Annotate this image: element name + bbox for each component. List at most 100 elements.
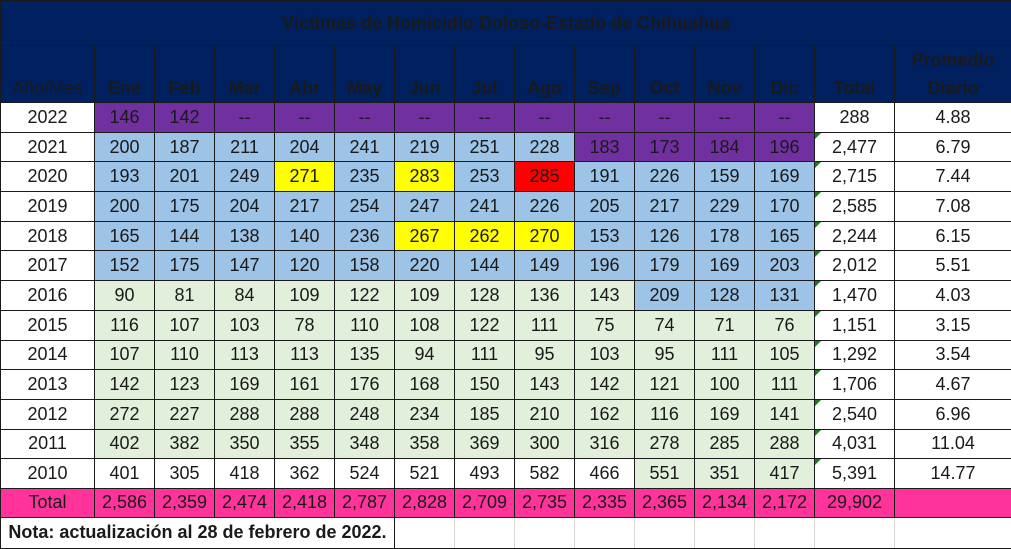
month-total-cell[interactable]: 2,172 [755, 488, 815, 517]
header-month-ene[interactable]: Ene [95, 46, 155, 103]
month-value-cell[interactable]: 178 [695, 221, 755, 251]
header-month-jun[interactable]: Jun [395, 46, 455, 103]
row-total-cell[interactable]: 2,477 [815, 132, 895, 162]
month-value-cell[interactable]: 123 [155, 370, 215, 400]
month-total-cell[interactable]: 2,586 [95, 488, 155, 517]
month-value-cell[interactable]: 111 [695, 340, 755, 370]
month-value-cell[interactable]: 288 [755, 429, 815, 459]
row-total-cell[interactable]: 1,151 [815, 310, 895, 340]
year-cell[interactable]: 2021 [1, 132, 95, 162]
year-cell[interactable]: 2011 [1, 429, 95, 459]
header-month-oct[interactable]: Oct [635, 46, 695, 103]
month-value-cell[interactable]: 169 [215, 370, 275, 400]
month-value-cell[interactable]: 228 [515, 132, 575, 162]
month-value-cell[interactable]: 169 [755, 162, 815, 192]
daily-average-cell[interactable]: 3.54 [895, 340, 1011, 370]
month-value-cell[interactable]: 305 [155, 459, 215, 489]
month-value-cell[interactable]: 210 [515, 399, 575, 429]
grand-total-cell[interactable]: 29,902 [815, 488, 895, 517]
month-value-cell[interactable]: 131 [755, 281, 815, 311]
month-value-cell[interactable]: -- [275, 103, 335, 133]
month-value-cell[interactable]: 253 [455, 162, 515, 192]
month-value-cell[interactable]: 211 [215, 132, 275, 162]
month-value-cell[interactable]: 142 [155, 103, 215, 133]
month-value-cell[interactable]: 90 [95, 281, 155, 311]
year-cell[interactable]: 2012 [1, 399, 95, 429]
month-value-cell[interactable]: 170 [755, 192, 815, 222]
row-total-cell[interactable]: 2,715 [815, 162, 895, 192]
month-value-cell[interactable]: 300 [515, 429, 575, 459]
row-total-cell[interactable]: 2,012 [815, 251, 895, 281]
row-total-cell[interactable]: 2,540 [815, 399, 895, 429]
month-value-cell[interactable]: 142 [575, 370, 635, 400]
month-value-cell[interactable]: 103 [215, 310, 275, 340]
month-value-cell[interactable]: 100 [695, 370, 755, 400]
month-value-cell[interactable]: 113 [215, 340, 275, 370]
header-month-abr[interactable]: Abr [275, 46, 335, 103]
month-value-cell[interactable]: 201 [155, 162, 215, 192]
daily-average-cell[interactable]: 14.77 [895, 459, 1011, 489]
month-value-cell[interactable]: 179 [635, 251, 695, 281]
month-value-cell[interactable]: 107 [155, 310, 215, 340]
daily-average-cell[interactable]: 5.51 [895, 251, 1011, 281]
month-value-cell[interactable]: 128 [695, 281, 755, 311]
month-value-cell[interactable]: 116 [95, 310, 155, 340]
month-value-cell[interactable]: 193 [95, 162, 155, 192]
month-value-cell[interactable]: 143 [515, 370, 575, 400]
year-cell[interactable]: 2016 [1, 281, 95, 311]
month-value-cell[interactable]: 200 [95, 132, 155, 162]
row-total-cell[interactable]: 1,470 [815, 281, 895, 311]
month-value-cell[interactable]: -- [635, 103, 695, 133]
month-value-cell[interactable]: 141 [755, 399, 815, 429]
month-value-cell[interactable]: 81 [155, 281, 215, 311]
month-value-cell[interactable]: 236 [335, 221, 395, 251]
empty-cell[interactable] [515, 517, 575, 548]
row-total-cell[interactable]: 1,292 [815, 340, 895, 370]
month-value-cell[interactable]: 110 [335, 310, 395, 340]
month-value-cell[interactable]: 203 [755, 251, 815, 281]
daily-average-cell[interactable]: 6.15 [895, 221, 1011, 251]
month-value-cell[interactable]: -- [755, 103, 815, 133]
month-value-cell[interactable]: 204 [275, 132, 335, 162]
month-value-cell[interactable]: 262 [455, 221, 515, 251]
month-value-cell[interactable]: 270 [515, 221, 575, 251]
month-value-cell[interactable]: -- [215, 103, 275, 133]
month-value-cell[interactable]: 183 [575, 132, 635, 162]
month-value-cell[interactable]: 144 [455, 251, 515, 281]
month-value-cell[interactable]: 173 [635, 132, 695, 162]
year-cell[interactable]: 2013 [1, 370, 95, 400]
month-value-cell[interactable]: 78 [275, 310, 335, 340]
year-cell[interactable]: 2020 [1, 162, 95, 192]
month-value-cell[interactable]: 185 [455, 399, 515, 429]
month-value-cell[interactable]: 95 [635, 340, 695, 370]
month-value-cell[interactable]: 135 [335, 340, 395, 370]
row-total-cell[interactable]: 288 [815, 103, 895, 133]
empty-cell[interactable] [575, 517, 635, 548]
row-total-cell[interactable]: 2,244 [815, 221, 895, 251]
header-year-month[interactable]: Año/Mes [1, 46, 95, 103]
month-value-cell[interactable]: -- [395, 103, 455, 133]
month-value-cell[interactable]: 241 [455, 192, 515, 222]
month-value-cell[interactable]: 204 [215, 192, 275, 222]
month-value-cell[interactable]: 219 [395, 132, 455, 162]
month-value-cell[interactable]: 254 [335, 192, 395, 222]
month-value-cell[interactable]: -- [575, 103, 635, 133]
month-value-cell[interactable]: 278 [635, 429, 695, 459]
month-value-cell[interactable]: 288 [275, 399, 335, 429]
month-value-cell[interactable]: 121 [635, 370, 695, 400]
month-value-cell[interactable]: 355 [275, 429, 335, 459]
month-value-cell[interactable]: 226 [635, 162, 695, 192]
month-value-cell[interactable]: 147 [215, 251, 275, 281]
month-value-cell[interactable]: 122 [335, 281, 395, 311]
month-value-cell[interactable]: 95 [515, 340, 575, 370]
daily-average-cell[interactable]: 3.15 [895, 310, 1011, 340]
month-value-cell[interactable]: 140 [275, 221, 335, 251]
empty-cell[interactable] [455, 517, 515, 548]
month-value-cell[interactable]: 113 [275, 340, 335, 370]
month-value-cell[interactable]: 76 [755, 310, 815, 340]
daily-average-cell[interactable]: 7.08 [895, 192, 1011, 222]
month-value-cell[interactable]: 175 [155, 192, 215, 222]
empty-cell[interactable] [395, 517, 455, 548]
month-value-cell[interactable]: 184 [695, 132, 755, 162]
